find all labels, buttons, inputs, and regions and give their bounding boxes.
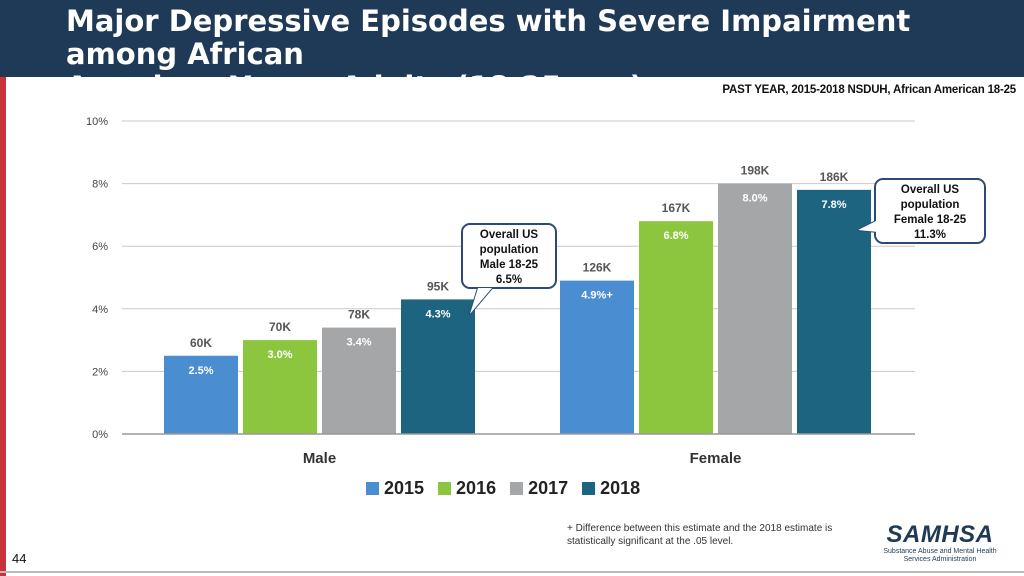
callout-text-line: Overall US [480,229,538,241]
bar [164,355,238,434]
legend-item: 2018 [582,478,640,499]
bottom-divider [0,571,1024,573]
callout-tail-fill [858,220,878,232]
bar-value-label: 4.3% [425,308,450,320]
logo-subtext: Substance Abuse and Mental Health Servic… [880,548,1000,564]
logo-wordmark: SAMHSA [886,521,994,548]
footnote-line-2: statistically significant at the .05 lev… [567,536,734,547]
bar-count-label: 95K [427,279,449,293]
callout-text-line: 6.5% [496,274,522,286]
callout-text-line: Female 18-25 [894,214,967,226]
chart-legend: 2015 2016 2017 2018 [366,478,640,499]
callout-box [874,178,986,244]
bar-value-label: 6.8% [663,230,688,242]
title-bar: Major Depressive Episodes with Severe Im… [0,0,1024,104]
callout-box [461,223,557,289]
y-tick-label: 6% [92,241,108,253]
bar [639,221,713,434]
bar [322,327,396,434]
callout-text-line: 11.3% [914,229,946,241]
page-number: 44 [12,551,27,566]
samhsa-logo: SAMHSA Substance Abuse and Mental Health… [880,522,1000,564]
slide-title: Major Depressive Episodes with Severe Im… [66,5,1006,104]
legend-swatch [438,482,452,495]
title-line-2: American Young Adults (18-25 y.o.) [66,70,644,104]
legend-item: 2017 [510,478,568,499]
legend-item: 2016 [438,478,496,499]
legend-item: 2015 [366,478,424,499]
callout-text-line: population [480,244,539,256]
legend-swatch [582,482,596,495]
bar [560,280,634,434]
bar-count-label: 186K [820,170,849,184]
logo-sub-line-2: Services Administration [903,556,977,563]
callout-text-line: Overall US [901,184,959,196]
y-tick-label: 0% [92,429,108,441]
bar [401,299,475,434]
bar-value-label: 4.9%+ [581,290,613,302]
chart-subtitle: PAST YEAR, 2015-2018 NSDUH, African Amer… [722,84,1016,96]
legend-label: 2015 [384,478,425,498]
bar-value-label: 8.0% [742,193,767,205]
y-tick-label: 2% [92,366,108,378]
legend-label: 2016 [456,478,497,498]
callout-tail-fill [470,288,492,314]
bar-count-label: 60K [190,336,212,350]
bar-count-label: 167K [662,201,691,215]
logo-sub-line-1: Substance Abuse and Mental Health [883,548,997,555]
x-category-label: Male [303,450,336,467]
bar-value-label: 7.8% [821,199,846,211]
bar-count-label: 198K [741,164,770,178]
bar-value-label: 2.5% [188,365,213,377]
legend-label: 2017 [528,478,569,498]
legend-swatch [510,482,524,495]
left-accent-bar [0,0,6,576]
callout-text-line: population [901,199,960,211]
legend-label: 2018 [600,478,641,498]
footnote: + Difference between this estimate and t… [567,522,867,548]
bar [243,340,317,434]
footnote-line-1: + Difference between this estimate and t… [567,523,833,534]
bar-value-label: 3.4% [346,337,371,349]
y-tick-label: 8% [92,179,108,191]
bar-count-label: 70K [269,320,291,334]
legend-swatch [366,482,379,495]
bar [718,183,792,434]
title-line-1: Major Depressive Episodes with Severe Im… [66,4,911,71]
bar [797,189,871,434]
y-tick-label: 4% [92,304,108,316]
y-tick-label: 10% [86,116,108,128]
bar-count-label: 126K [583,261,612,275]
callout-text-line: Male 18-25 [480,259,539,271]
x-category-label: Female [690,450,742,467]
bar-value-label: 3.0% [267,349,292,361]
bar-count-label: 78K [348,308,370,322]
